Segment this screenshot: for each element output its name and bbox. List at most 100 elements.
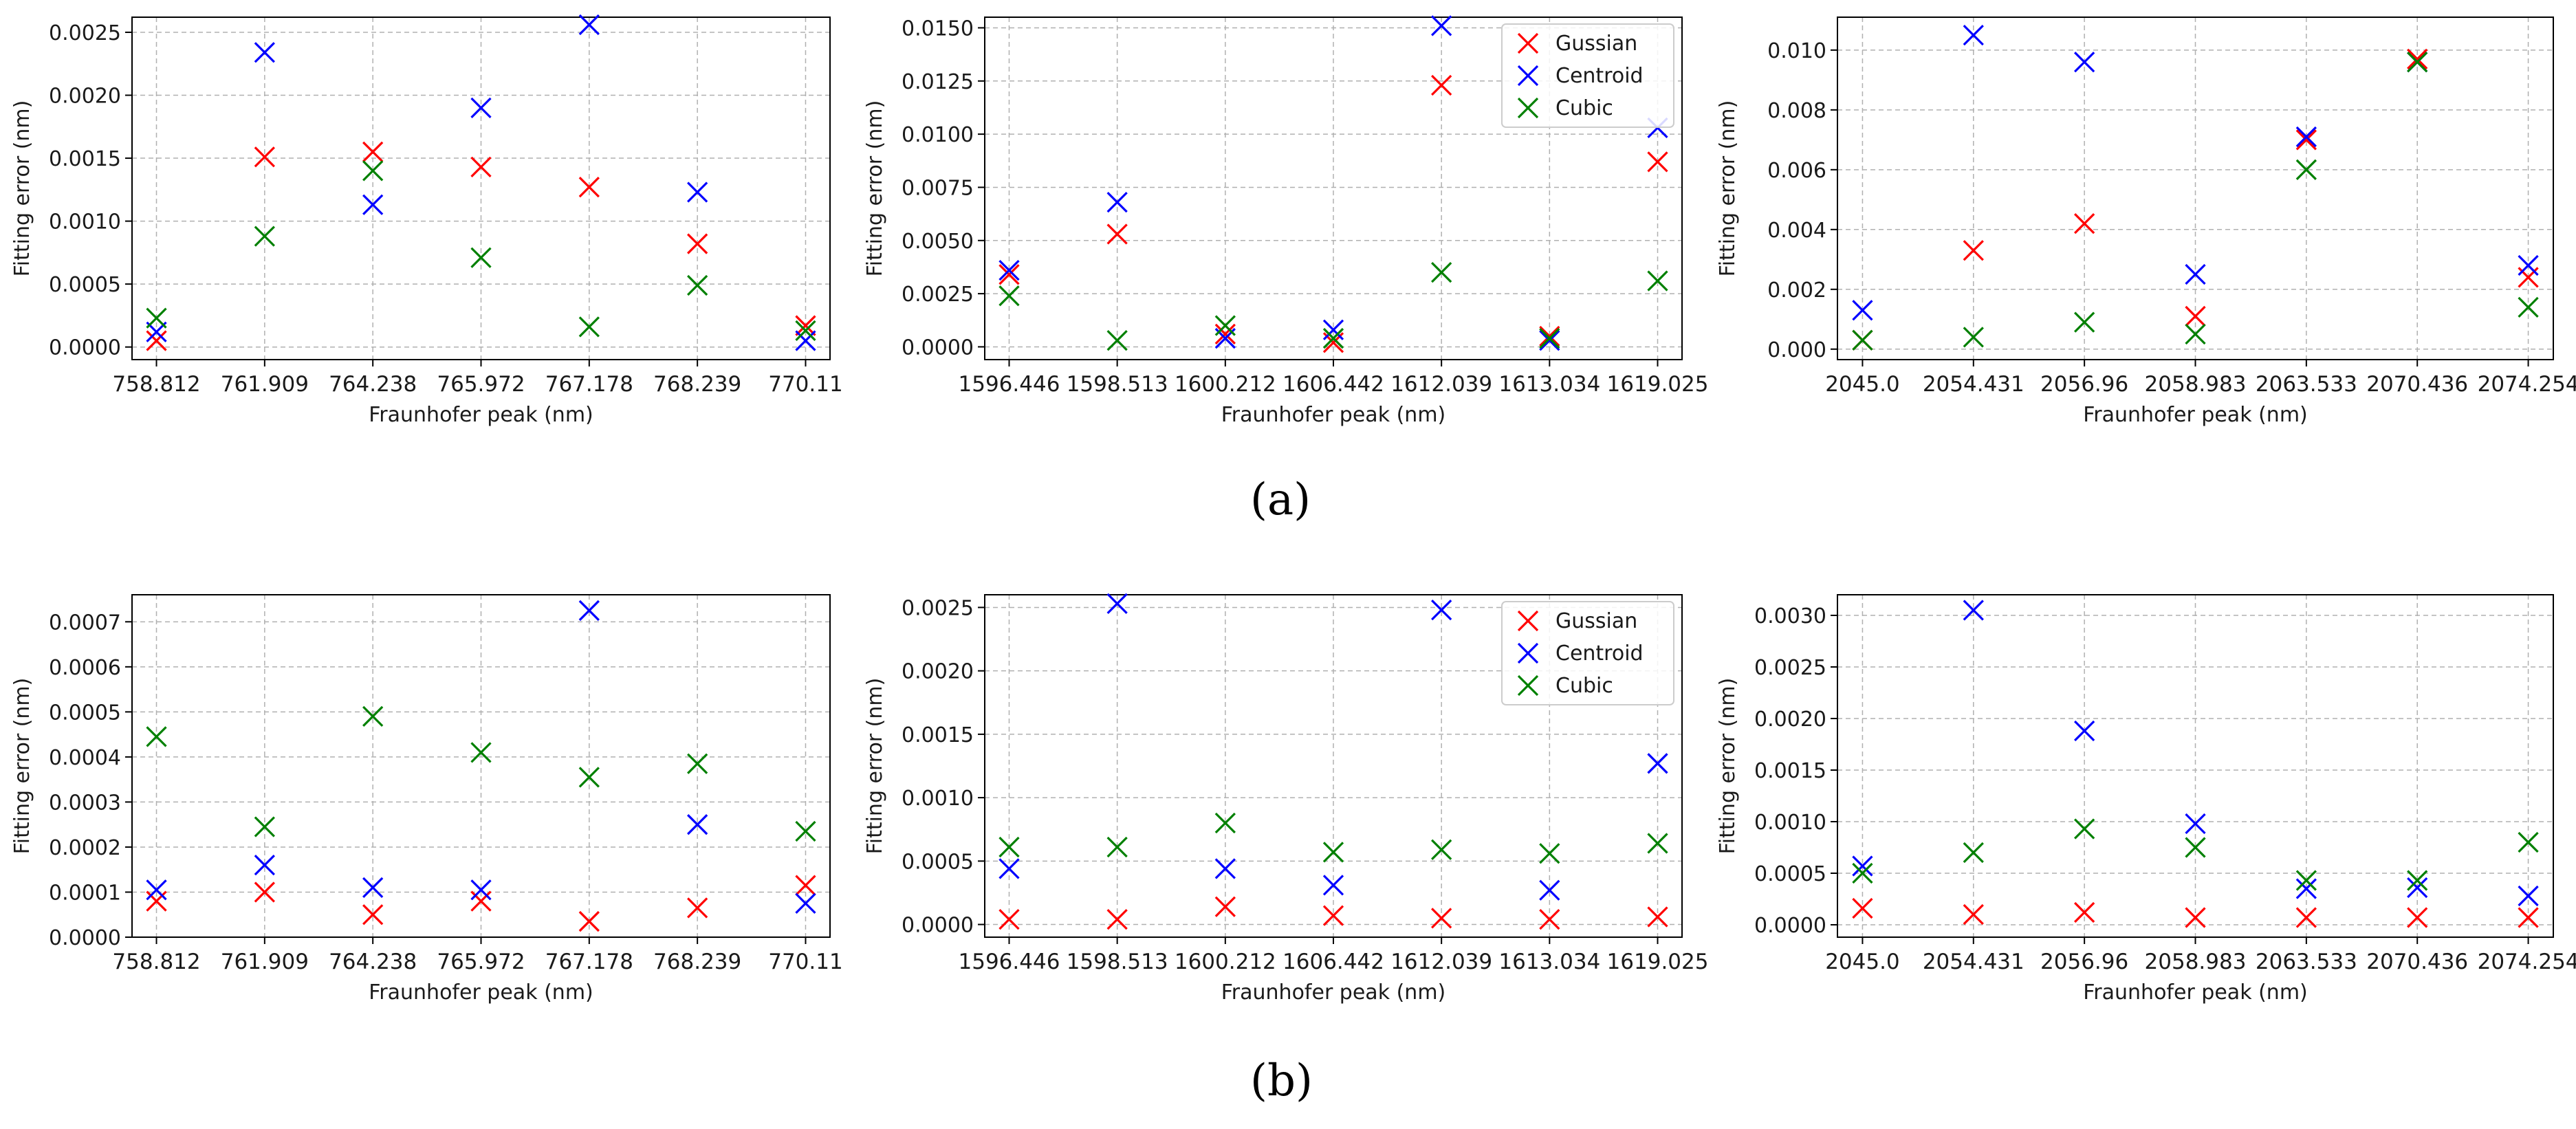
x-tick-label: 1600.212 xyxy=(1175,950,1276,974)
point-centroid xyxy=(1539,879,1560,901)
x-axis-label: Fraunhofer peak (nm) xyxy=(1221,403,1446,427)
point-gussian xyxy=(2074,212,2095,234)
point-cubic xyxy=(687,274,708,296)
y-tick-label: 0.004 xyxy=(1767,219,1826,243)
point-cubic xyxy=(1852,329,1873,351)
point-gussian xyxy=(1539,909,1560,930)
y-tick-label: 0.0025 xyxy=(1754,656,1826,680)
x-tick-label: 1596.446 xyxy=(959,950,1060,974)
x-tick-label: 768.239 xyxy=(653,372,741,397)
point-cubic xyxy=(1214,315,1236,336)
y-tick-label: 0.0007 xyxy=(49,611,121,635)
x-tick-label: 2054.431 xyxy=(1923,950,2024,974)
y-tick-label: 0.0003 xyxy=(49,791,121,815)
point-centroid xyxy=(1963,600,1984,621)
point-gussian xyxy=(998,264,1020,285)
point-cubic xyxy=(687,753,708,774)
point-centroid xyxy=(1214,858,1236,879)
legend-label-gussian: Gussian xyxy=(1556,609,1637,633)
y-tick-label: 0.0020 xyxy=(902,660,974,684)
x-tick-label: 1612.039 xyxy=(1390,372,1492,397)
chart-a3: 0.000 0.002 0.004 0.006 0.008 0.010 2045.0 2054… xyxy=(1716,17,2576,427)
y-axis-label: Fitting error (nm) xyxy=(10,678,34,855)
point-gussian xyxy=(146,890,167,912)
point-gussian xyxy=(254,146,275,168)
x-tick-label: 1598.513 xyxy=(1067,372,1168,397)
x-tick-label: 1600.212 xyxy=(1175,372,1276,397)
x-tick-label: 1613.034 xyxy=(1498,372,1600,397)
point-cubic xyxy=(578,316,600,338)
point-cubic xyxy=(795,820,816,842)
x-axis-label: Fraunhofer peak (nm) xyxy=(2083,980,2308,1005)
point-centroid xyxy=(2185,263,2206,285)
chart-b3: 0.0000 0.0005 0.0010 0.0015 0.0020 0.0025 0.00… xyxy=(1716,594,2576,1005)
point-cubic xyxy=(578,767,600,788)
y-tick-label: 0.0100 xyxy=(902,123,974,147)
legend-box xyxy=(1501,601,1674,705)
panel-b-label: (b) xyxy=(1250,1055,1313,1106)
point-cubic xyxy=(254,226,275,247)
point-gussian xyxy=(362,141,384,163)
point-centroid xyxy=(2518,885,2539,907)
x-tick-label: 768.239 xyxy=(653,950,741,974)
point-gussian xyxy=(687,897,708,919)
y-tick-label: 0.0000 xyxy=(49,926,121,950)
point-centroid xyxy=(998,858,1020,879)
point-cubic xyxy=(362,705,384,727)
point-gussian xyxy=(1106,909,1128,930)
point-gussian xyxy=(146,330,167,351)
x-tick-label: 770.11 xyxy=(768,950,842,974)
x-tick-label: 2058.983 xyxy=(2145,950,2247,974)
x-tick-label: 767.178 xyxy=(545,950,633,974)
point-gussian xyxy=(1214,323,1236,345)
y-tick-label: 0.0010 xyxy=(49,210,121,234)
x-tick-label: 1606.442 xyxy=(1282,372,1384,397)
point-centroid xyxy=(254,42,275,63)
y-tick-label: 0.0015 xyxy=(1754,759,1826,783)
point-centroid xyxy=(1647,753,1668,774)
point-gussian xyxy=(2185,305,2206,327)
point-gussian xyxy=(2518,907,2539,928)
point-centroid xyxy=(362,877,384,899)
y-tick-label: 0.0000 xyxy=(902,914,974,938)
legend-label-cubic: Cubic xyxy=(1556,674,1613,698)
y-tick-label: 0.006 xyxy=(1767,159,1826,183)
y-tick-label: 0.010 xyxy=(1767,39,1826,63)
point-gussian xyxy=(1539,325,1560,347)
chart-b1: 0.0000 0.0001 0.0002 0.0003 0.0004 0.0005 0.00… xyxy=(10,594,843,1005)
point-cubic xyxy=(146,726,167,747)
x-tick-label: 2063.533 xyxy=(2256,950,2357,974)
point-cubic xyxy=(2518,296,2539,318)
x-tick-label: 2070.436 xyxy=(2366,372,2468,397)
legend-marker-centroid xyxy=(1517,65,1539,87)
x-tick-label: 1606.442 xyxy=(1282,950,1384,974)
point-gussian xyxy=(2074,901,2095,923)
point-cubic xyxy=(2295,870,2317,891)
point-cubic xyxy=(1963,842,1984,864)
point-gussian xyxy=(1963,240,1984,261)
point-cubic xyxy=(470,247,492,268)
point-cubic xyxy=(1647,270,1668,292)
x-tick-label: 2056.96 xyxy=(2040,950,2128,974)
y-tick-label: 0.0010 xyxy=(902,787,974,811)
point-centroid xyxy=(470,97,492,118)
y-tick-label: 0.0004 xyxy=(49,746,121,770)
point-centroid xyxy=(1963,24,1984,46)
point-gussian xyxy=(362,904,384,925)
y-tick-label: 0.0010 xyxy=(1754,811,1826,835)
point-cubic xyxy=(998,836,1020,858)
point-cubic xyxy=(1852,862,1873,884)
y-tick-label: 0.000 xyxy=(1767,338,1826,362)
x-tick-label: 1612.039 xyxy=(1390,950,1492,974)
point-gussian xyxy=(998,909,1020,930)
x-tick-label: 2063.533 xyxy=(2256,372,2357,397)
x-tick-label: 770.11 xyxy=(768,372,842,397)
point-centroid xyxy=(1431,15,1452,36)
point-centroid xyxy=(687,814,708,835)
point-gussian xyxy=(1322,905,1344,926)
y-tick-label: 0.0002 xyxy=(49,836,121,860)
x-tick-label: 2056.96 xyxy=(2040,372,2128,397)
point-gussian xyxy=(2295,129,2317,151)
